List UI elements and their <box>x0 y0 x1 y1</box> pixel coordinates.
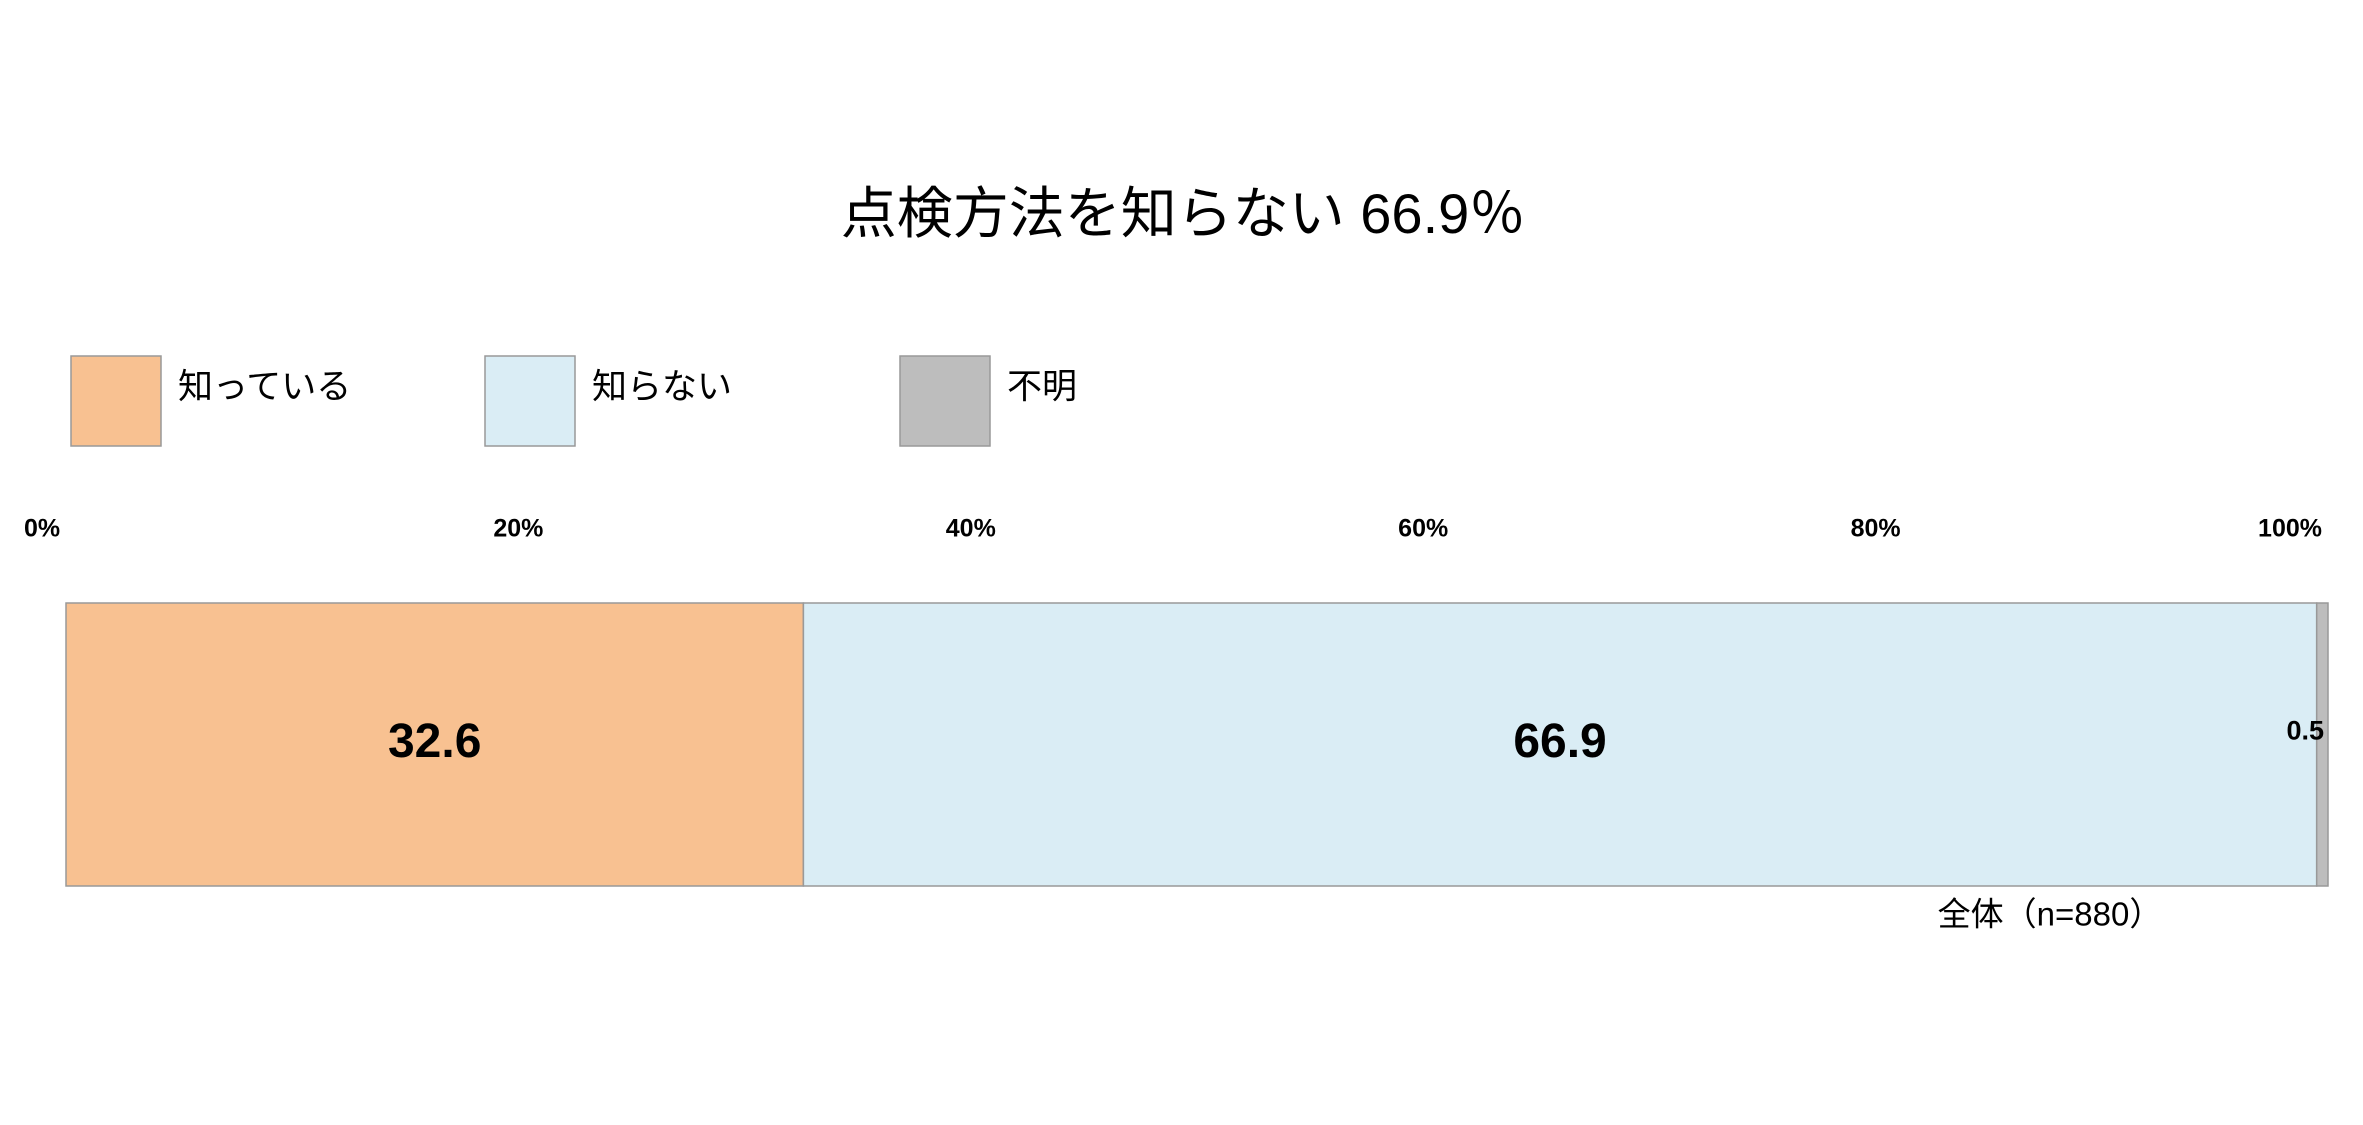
bar-segment <box>65 602 805 887</box>
x-tick-label: 80% <box>1851 515 1901 543</box>
x-tick-label: 60% <box>1398 515 1448 543</box>
legend-label: 知らない <box>592 367 732 406</box>
x-tick-label: 20% <box>493 515 543 543</box>
legend-label: 不明 <box>1007 367 1077 406</box>
x-tick-label: 0% <box>24 515 60 543</box>
legend-swatch <box>899 355 991 447</box>
category-label: 全体（n=880） <box>1938 896 2163 933</box>
x-tick-label: 100% <box>2258 515 2322 543</box>
chart-title: 点検方法を知らない 66.9％ <box>841 182 1526 245</box>
legend-swatch <box>484 355 576 447</box>
bar-segment <box>802 602 2318 887</box>
bar-segment <box>2315 602 2329 887</box>
value-label: 66.9 <box>1513 715 1606 768</box>
value-label: 0.5 <box>2286 716 2324 746</box>
value-label: 32.6 <box>388 715 481 768</box>
x-tick-label: 40% <box>946 515 996 543</box>
legend-swatch <box>70 355 162 447</box>
legend-label: 知っている <box>178 367 351 406</box>
